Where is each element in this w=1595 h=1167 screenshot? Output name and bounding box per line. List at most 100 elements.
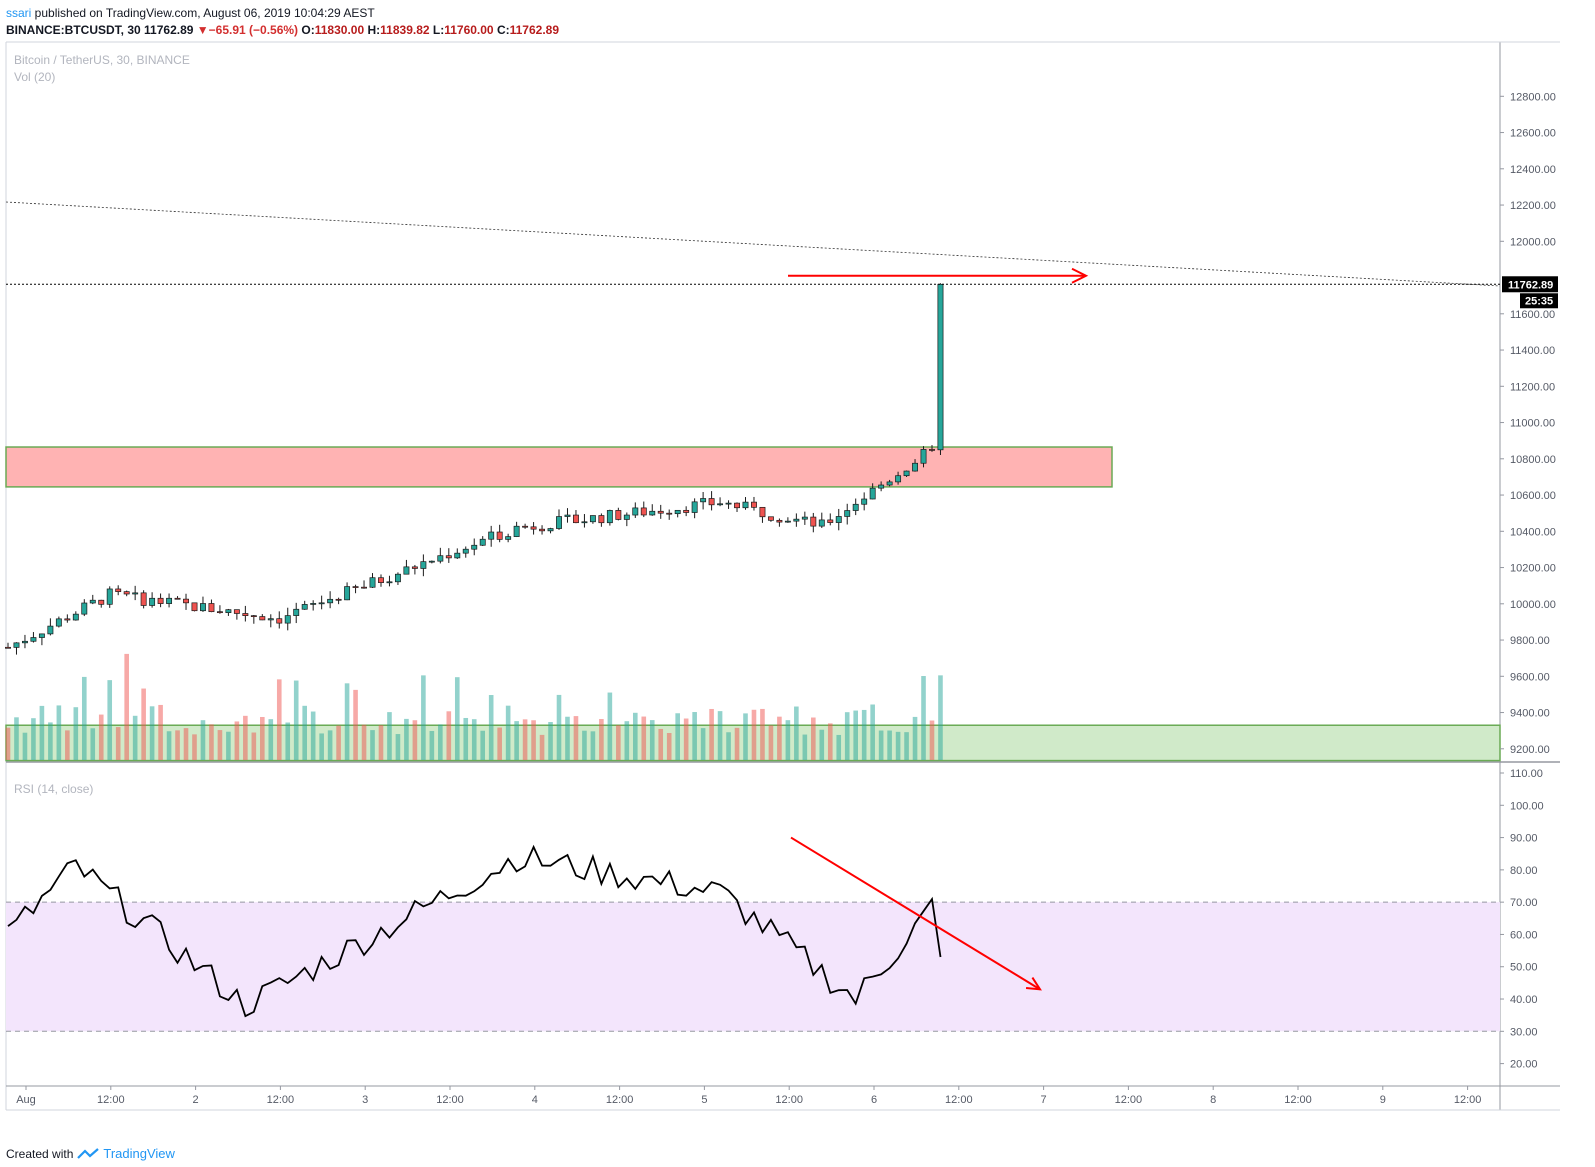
volume-bar [811,717,816,760]
candle-body [564,514,571,517]
price-tick-label: 9600.00 [1510,671,1550,683]
volume-bar [692,712,697,760]
volume-bar [777,716,782,760]
volume-bar [666,732,672,760]
volume-bar [785,720,791,760]
volume-bar [404,718,409,760]
volume-bar [582,730,587,760]
price-tick-label: 12600.00 [1510,128,1556,140]
volume-bar [505,705,511,760]
volume-bar [22,732,28,760]
horizontal-arrow-head-icon [1071,267,1089,284]
rsi-tick-label: 90.00 [1510,833,1538,845]
volume-bar [734,727,740,760]
candle-body [225,609,232,613]
volume-bar [921,676,926,760]
candle-body [420,561,427,569]
open-label: O: [301,23,315,37]
candle-body [149,597,156,606]
time-tick-label: 4 [532,1094,538,1106]
candle-body [327,598,334,604]
volume-bar [234,721,240,760]
volume-bar [438,724,443,760]
candle-body [166,597,173,604]
candle-body [259,616,266,621]
volume-bar [827,723,833,760]
volume-bar [260,716,265,760]
rsi-descending-arrow-line[interactable] [790,836,1041,991]
candle-body [369,577,376,588]
candle-body [38,633,45,638]
price-tick-label: 12800.00 [1510,91,1556,103]
close-value: 11762.89 [509,23,560,37]
candle-body [700,498,707,503]
time-tick-label: 12:00 [945,1094,973,1106]
candle-body [598,515,605,524]
time-tick-label: 8 [1210,1094,1216,1106]
candle-body [301,604,308,610]
candle-body [759,506,766,518]
rsi-arrow-head-icon [1025,977,1042,991]
candle-body [793,518,800,522]
volume-bar [514,721,519,760]
time-tick-label: 12:00 [97,1094,125,1106]
candle-body [674,509,681,515]
time-tick-label: 12:00 [775,1094,803,1106]
volume-bar [480,730,486,760]
candle-body [132,592,139,595]
price-tick-label: 9800.00 [1510,635,1550,647]
publish-info: ssari published on TradingView.com, Augu… [6,6,375,20]
descending-trendline[interactable] [5,201,1501,287]
volume-bar [48,722,53,760]
volume-bar [81,676,87,760]
candle-body [547,528,554,532]
candle-body [513,525,520,537]
price-tick-label: 10600.00 [1510,490,1556,502]
candle-body [530,526,537,530]
volume-bar [497,727,502,760]
candle-body [717,503,724,506]
volume-bar [556,694,562,760]
countdown-badge [1520,293,1558,309]
volume-bar [65,730,70,760]
price-tick-label: 11600.00 [1510,309,1555,321]
candle-body [496,531,503,540]
last-price: 11762.89 [144,23,194,37]
candle-body [361,586,367,589]
volume-bar [819,729,825,760]
time-tick-label: 12:00 [436,1094,464,1106]
volume-bar [726,732,731,760]
rsi-tick-label: 80.00 [1510,865,1538,877]
volume-bar [421,675,426,760]
high-value: 11839.82 [380,23,430,37]
candle-body [276,618,283,624]
volume-bar [132,715,138,760]
volume-bar [929,720,935,760]
candle-body [929,449,935,451]
candle-body [878,484,885,489]
candle-body [98,599,105,605]
volume-bar [844,712,850,760]
candle-body [767,516,774,521]
volume-bar [768,725,774,760]
price-tick-label: 10400.00 [1510,526,1556,538]
volume-bar [344,683,350,760]
tradingview-brand[interactable]: TradingView [103,1146,175,1161]
volume-bar [226,731,231,760]
main-pane-label: Bitcoin / TetherUS, 30, BINANCE [14,53,190,67]
volume-bar [5,727,11,760]
candle-body [115,588,122,592]
created-with-text: Created with [6,1146,74,1161]
candle-body [428,560,435,563]
price-tick-label: 11200.00 [1510,381,1555,393]
candle-body [683,509,690,513]
candle-body [284,615,291,624]
candle-body [479,538,486,546]
candle-body [623,514,630,520]
tradingview-logo-icon [77,1147,100,1159]
volume-bar [531,720,536,760]
volume-bar [387,712,392,760]
author-link[interactable]: ssari [6,6,32,20]
volume-bar [31,718,36,760]
